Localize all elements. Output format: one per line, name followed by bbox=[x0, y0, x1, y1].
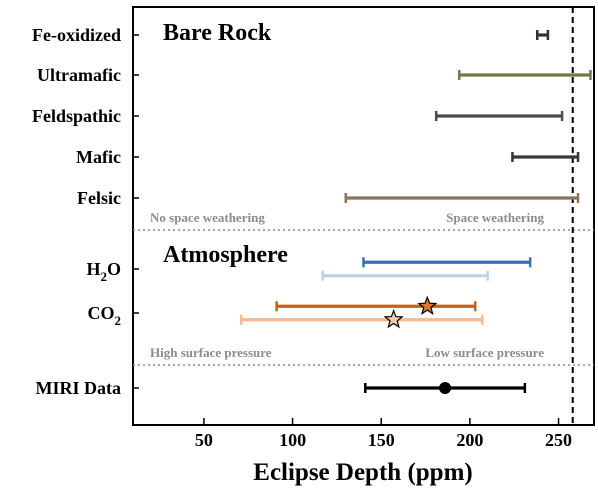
star-marker bbox=[383, 309, 404, 329]
y-label-text: Felsic bbox=[77, 188, 121, 208]
x-tick-label: 100 bbox=[279, 430, 306, 450]
error-bar bbox=[536, 30, 550, 40]
y-tick-label: H2O bbox=[86, 259, 121, 284]
y-label-tail: O bbox=[107, 259, 121, 279]
error-bars bbox=[239, 30, 592, 394]
error-bar bbox=[321, 270, 489, 281]
y-tick-label: MIRI Data bbox=[36, 378, 122, 398]
x-tick-label: 150 bbox=[368, 430, 395, 450]
x-tick-label: 250 bbox=[545, 430, 572, 450]
y-label-subscript: 2 bbox=[100, 269, 107, 284]
y-label-subscript: 2 bbox=[115, 313, 122, 328]
y-label-text: CO bbox=[88, 303, 115, 323]
y-tick-label: Ultramafic bbox=[37, 65, 121, 85]
y-tick-label: Felsic bbox=[77, 188, 121, 208]
annotation-high-surface-pressure: High surface pressure bbox=[150, 345, 272, 360]
x-tick-label: 50 bbox=[195, 430, 213, 450]
error-bar bbox=[364, 382, 527, 394]
x-axis-label: Eclipse Depth (ppm) bbox=[253, 459, 472, 486]
x-axis-ticks: 50 100 150 200 250 bbox=[195, 418, 572, 450]
error-bar bbox=[434, 111, 564, 121]
y-tick-label: Mafic bbox=[76, 147, 121, 167]
y-label-text: H bbox=[86, 259, 100, 279]
error-bar bbox=[457, 70, 592, 80]
annotation-space-weathering: Space weathering bbox=[446, 210, 544, 225]
section-title-atmosphere: Atmosphere bbox=[163, 242, 288, 268]
y-tick-label: Fe-oxidized bbox=[32, 25, 121, 45]
annotation-low-surface-pressure: Low surface pressure bbox=[425, 345, 544, 360]
y-tick-label: Feldspathic bbox=[32, 106, 121, 126]
y-label-text: Ultramafic bbox=[37, 65, 121, 85]
circle-marker bbox=[439, 382, 452, 394]
x-tick-label: 200 bbox=[456, 430, 483, 450]
y-label-text: Feldspathic bbox=[32, 106, 121, 126]
y-tick-label: CO2 bbox=[88, 303, 122, 328]
y-label-text: Mafic bbox=[76, 147, 121, 167]
error-bar bbox=[275, 295, 477, 315]
y-label-text: MIRI Data bbox=[36, 378, 122, 398]
error-bar bbox=[511, 152, 580, 162]
plot-frame bbox=[132, 6, 595, 426]
star-marker bbox=[417, 295, 438, 315]
error-bar bbox=[239, 309, 484, 329]
y-axis-labels: Fe-oxidized Ultramafic Feldspathic Mafic Fel… bbox=[32, 25, 139, 398]
annotation-no-space-weathering: No space weathering bbox=[150, 210, 265, 225]
section-title-bare-rock: Bare Rock bbox=[163, 20, 272, 46]
error-bar bbox=[362, 257, 532, 268]
error-bar bbox=[344, 193, 580, 203]
y-label-text: Fe-oxidized bbox=[32, 25, 121, 45]
